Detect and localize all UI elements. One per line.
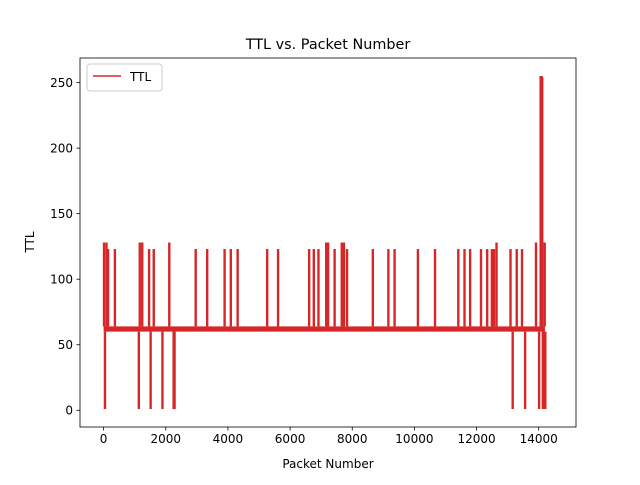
y-tick-label: 150 — [50, 207, 73, 221]
legend: TTL — [86, 63, 163, 92]
x-tick-label: 10000 — [395, 432, 433, 446]
y-tick-label: 200 — [50, 141, 73, 155]
x-tick-label: 6000 — [275, 432, 306, 446]
x-tick-label: 14000 — [520, 432, 558, 446]
y-tick-label: 50 — [58, 338, 73, 352]
x-tick-label: 12000 — [457, 432, 495, 446]
y-tick-label: 0 — [65, 404, 73, 418]
x-tick-label: 2000 — [151, 432, 182, 446]
series-baseline-band — [103, 326, 545, 332]
x-axis-label: Packet Number — [282, 457, 373, 471]
x-tick-label: 8000 — [337, 432, 368, 446]
chart-title: TTL vs. Packet Number — [245, 37, 411, 53]
y-tick-label: 250 — [50, 76, 73, 90]
x-tick-label: 4000 — [213, 432, 244, 446]
legend-box — [86, 63, 163, 92]
plot-frame — [79, 57, 577, 428]
y-tick-label: 100 — [50, 273, 73, 287]
legend-label-ttl: TTL — [129, 70, 151, 84]
x-tick-label: 0 — [100, 432, 108, 446]
y-axis-label: TTL — [23, 231, 37, 253]
